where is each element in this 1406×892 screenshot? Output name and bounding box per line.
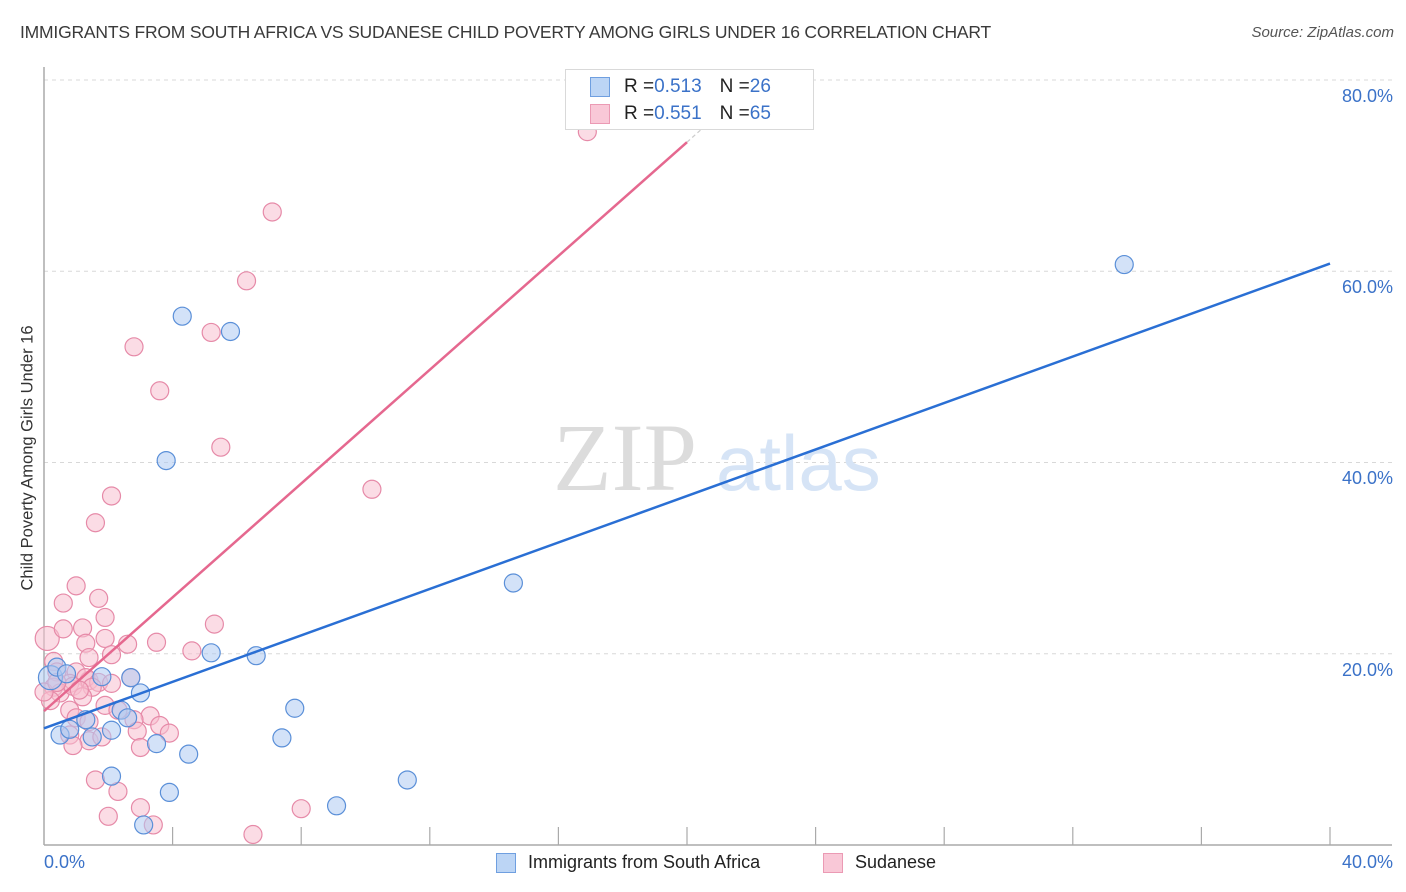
sudanese-trendline-extension — [686, 98, 736, 143]
south-africa-point — [92, 667, 112, 687]
south-africa-point — [172, 306, 192, 326]
south-africa-point — [272, 728, 292, 748]
sudanese-point — [98, 806, 118, 826]
sudanese-point — [89, 588, 109, 608]
legend-row-sudanese: R = 0.551 N = 65 — [590, 102, 771, 126]
south-africa-point — [121, 668, 141, 688]
watermark: ZIP atlas — [553, 404, 881, 511]
gridlines — [44, 79, 1392, 655]
south-africa-point — [201, 643, 221, 663]
sudanese-point — [95, 607, 115, 628]
south-africa-point — [503, 573, 523, 593]
sudanese-point — [182, 641, 202, 661]
south-africa-point — [1114, 254, 1134, 275]
legend-row-south-africa: R = 0.513 N = 26 — [590, 75, 771, 99]
south-africa-point — [156, 450, 176, 471]
south-africa-trendline — [43, 262, 1331, 730]
sudanese-point — [101, 645, 122, 665]
sudanese-point — [53, 619, 73, 639]
r-value: 0.513 — [654, 76, 702, 97]
sudanese-point — [130, 798, 151, 818]
south-africa-point — [326, 796, 347, 816]
sudanese-point — [236, 271, 257, 291]
watermark-zip: ZIP — [553, 404, 697, 511]
south-africa-point — [56, 664, 77, 684]
x-tick-40: 40.0% — [1341, 852, 1393, 872]
sudanese-point — [85, 513, 106, 533]
legend-label: Sudanese — [855, 852, 937, 872]
south-africa-point — [179, 744, 199, 764]
source-label: Source: ZipAtlas.com — [1251, 24, 1394, 41]
south-africa-point — [82, 727, 102, 747]
legend-label: Immigrants from South Africa — [528, 852, 761, 872]
sudanese-point — [124, 337, 144, 357]
sudanese-point — [66, 576, 86, 596]
sudanese-point — [95, 628, 115, 649]
sudanese-point — [34, 625, 60, 652]
x-tick-0: 0.0% — [44, 852, 86, 872]
pink-swatch-icon — [590, 104, 610, 124]
sudanese-trendline — [43, 141, 688, 713]
y-tick-80: 80.0% — [1341, 86, 1393, 106]
south-africa-point — [285, 698, 305, 718]
r-value: 0.551 — [654, 103, 702, 124]
y-tick-20: 20.0% — [1341, 660, 1393, 680]
sudanese-point — [291, 799, 311, 819]
south-africa-point — [101, 720, 122, 740]
sudanese-point — [243, 824, 263, 845]
sudanese-point — [146, 632, 167, 652]
south-africa-point — [397, 770, 417, 790]
n-value: 65 — [749, 103, 771, 124]
sudanese-point — [159, 723, 179, 743]
sudanese-point — [204, 614, 224, 634]
y-axis-label: Child Poverty Among Girls Under 16 — [18, 325, 37, 591]
y-tick-40: 40.0% — [1341, 468, 1393, 488]
south-africa-point — [159, 782, 179, 803]
correlation-legend: R = 0.513 N = 26 R = 0.551 N = 65 — [565, 69, 814, 130]
r-label: R = — [624, 76, 655, 97]
pink-swatch-icon — [823, 852, 843, 873]
sudanese-point — [85, 770, 106, 790]
n-label: N = — [719, 103, 750, 124]
south-africa-point — [134, 815, 154, 835]
sudanese-point — [362, 479, 382, 499]
r-label: R = — [624, 103, 655, 124]
sudanese-point — [79, 647, 99, 668]
legend-item-south-africa[interactable]: Immigrants from South Africa — [496, 852, 760, 873]
blue-swatch-icon — [590, 77, 610, 97]
sudanese-point — [262, 202, 282, 222]
sudanese-point — [201, 322, 221, 343]
sudanese-point — [211, 437, 231, 457]
sudanese-point — [101, 486, 122, 506]
n-value: 26 — [749, 76, 771, 97]
south-africa-point — [220, 321, 241, 342]
sudanese-point — [150, 381, 170, 401]
legend-item-sudanese[interactable]: Sudanese — [823, 852, 936, 873]
trend-lines — [43, 98, 1331, 730]
south-africa-point — [60, 719, 80, 739]
y-tick-60: 60.0% — [1341, 277, 1393, 297]
south-africa-point — [146, 734, 167, 754]
south-africa-point — [101, 766, 122, 786]
sudanese-point — [130, 737, 151, 758]
south-africa-point — [117, 708, 138, 728]
sudanese-point — [53, 593, 73, 613]
blue-swatch-icon — [496, 852, 516, 873]
axes — [43, 67, 1392, 846]
chart-title: IMMIGRANTS FROM SOUTH AFRICA VS SUDANESE… — [20, 22, 991, 42]
n-label: N = — [719, 76, 750, 97]
watermark-atlas: atlas — [716, 419, 881, 507]
